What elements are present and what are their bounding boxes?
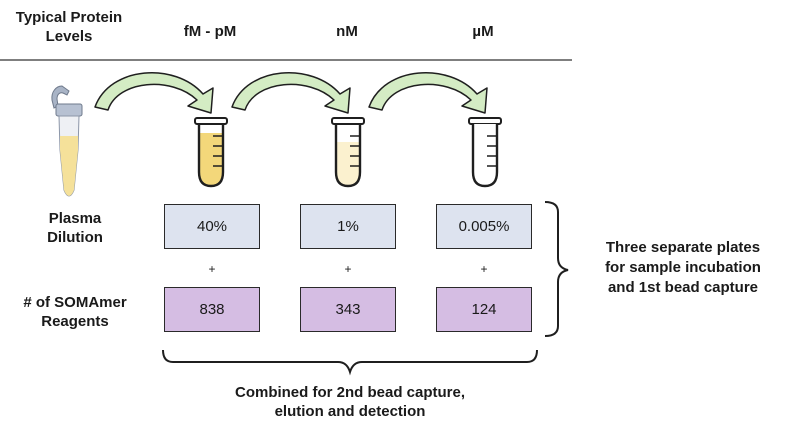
combined-capture-note-line1: Combined for 2nd bead capture, bbox=[234, 384, 466, 401]
dilution-box: 1% bbox=[300, 204, 396, 249]
brace-icon bbox=[544, 201, 569, 337]
plasma-dilution-label-line2: Dilution bbox=[47, 229, 103, 246]
combined-capture-note: Combined for 2nd bead capture, elution a… bbox=[180, 383, 520, 421]
somamer-reagents-label-line1: # of SOMAmer bbox=[23, 294, 127, 311]
reagent-count-box: 343 bbox=[300, 287, 396, 332]
sample-tube-icon bbox=[51, 85, 83, 197]
header-row-label-line1: Typical Protein bbox=[15, 9, 123, 26]
somamer-reagents-label-line2: Reagents bbox=[41, 313, 109, 330]
brace-icon bbox=[162, 349, 538, 376]
separate-plates-note-line1: Three separate plates bbox=[605, 239, 761, 256]
somamer-reagents-label: # of SOMAmer Reagents bbox=[10, 293, 140, 331]
column-header-um: µM bbox=[472, 23, 494, 40]
header-row-label-line2: Levels bbox=[45, 28, 93, 45]
column-header-nm: nM bbox=[336, 23, 358, 40]
dilution-box: 40% bbox=[164, 204, 260, 249]
plus-sign: + bbox=[208, 262, 216, 276]
combined-capture-note-line2: elution and detection bbox=[274, 403, 426, 420]
dilution-box: 0.005% bbox=[436, 204, 532, 249]
plasma-dilution-label: Plasma Dilution bbox=[20, 209, 130, 247]
separate-plates-note-line2: for sample incubation bbox=[605, 259, 761, 276]
header-row-label: Typical Protein Levels bbox=[4, 8, 134, 46]
column-header-fm-pm: fM - pM bbox=[183, 23, 237, 40]
plus-sign: + bbox=[480, 262, 488, 276]
separate-plates-note-line3: and 1st bead capture bbox=[607, 279, 759, 296]
curved-arrow-icon bbox=[94, 72, 488, 114]
separate-plates-note: Three separate plates for sample incubat… bbox=[585, 238, 781, 298]
test-tube-icon bbox=[468, 117, 502, 188]
plasma-dilution-label-line1: Plasma bbox=[48, 210, 102, 227]
test-tube-icon bbox=[331, 117, 365, 188]
reagent-count-box: 124 bbox=[436, 287, 532, 332]
test-tube-icon bbox=[194, 117, 228, 188]
plus-sign: + bbox=[344, 262, 352, 276]
reagent-count-box: 838 bbox=[164, 287, 260, 332]
